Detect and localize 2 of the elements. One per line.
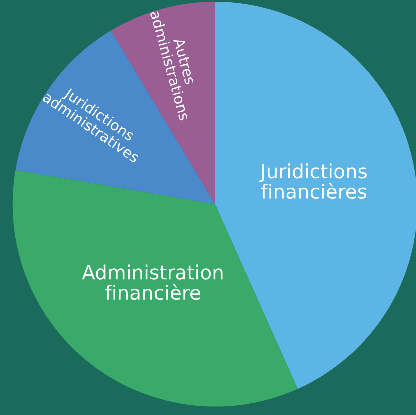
slice-label: Administration financière xyxy=(82,264,223,300)
slice-label: Juridictions financières xyxy=(260,164,367,200)
